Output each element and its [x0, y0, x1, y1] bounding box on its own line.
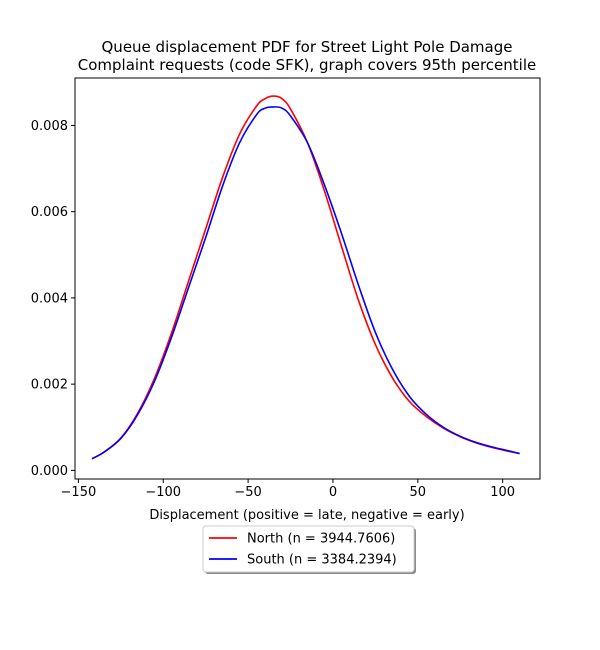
legend: North (n = 3944.7606) South (n = 3384.239…: [202, 525, 416, 574]
series-line-north: [91, 95, 520, 460]
plot-frame: [74, 77, 541, 480]
x-axis-label: Displacement (positive = late, negative …: [149, 508, 464, 523]
x-tick-label: −150: [61, 485, 97, 500]
y-tick-label: 0.004: [31, 291, 68, 306]
series-line-south: [91, 106, 520, 460]
y-tick-label: 0.008: [31, 119, 68, 134]
chart-title-line-1: Queue displacement PDF for Street Light …: [102, 38, 513, 56]
x-tick-label: 0: [329, 485, 337, 500]
legend-label-north: North (n = 3944.7606): [247, 532, 395, 547]
series-lines: [91, 95, 520, 460]
x-tick-label: −100: [145, 485, 181, 500]
x-tick-label: −50: [234, 485, 261, 500]
x-tick-label: 50: [410, 485, 427, 500]
legend-box: [202, 525, 415, 573]
axis-ticks: −150 −100 −50 0 50 100 0.000 0.002 0.004 0.006 0.0…: [31, 119, 515, 500]
chart-title-line-2: Complaint requests (code SFK), graph cov…: [78, 56, 536, 74]
y-tick-label: 0.000: [31, 464, 68, 479]
y-tick-label: 0.006: [31, 205, 68, 220]
y-tick-label: 0.002: [31, 378, 68, 393]
legend-label-south: South (n = 3384.2394): [247, 553, 397, 568]
x-tick-label: 100: [490, 485, 515, 500]
